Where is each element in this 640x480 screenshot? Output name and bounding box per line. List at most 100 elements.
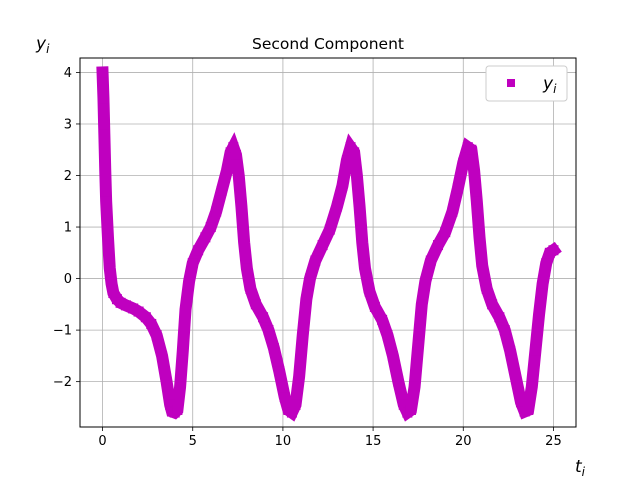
data-point [263,325,274,336]
data-point [341,155,352,166]
data-point [172,404,183,415]
data-point [499,325,510,336]
data-point [115,297,126,308]
data-point [515,397,526,408]
data-point [274,366,285,377]
data-point [364,286,375,297]
data-point [128,303,139,314]
data-point [187,258,198,269]
data-point [294,371,305,382]
data-point [98,93,109,104]
y-axis-label-main: y [35,34,47,54]
data-point [359,263,370,274]
legend-label-main: y [542,74,554,94]
data-point [205,222,216,233]
data-point [216,185,227,196]
data-point [193,245,204,256]
grid [80,58,576,427]
y-axis-ticks: −2 −1 0 1 2 3 4 [53,66,80,390]
data-point [541,258,552,269]
data-point [222,165,232,176]
data-point [236,201,247,212]
data-point [393,376,404,387]
legend-label-sub: i [553,82,557,96]
x-axis-label: ti [575,457,586,479]
data-point [286,407,297,418]
data-point [332,201,343,212]
data-point [140,312,151,323]
data-point [505,345,516,356]
data-point [440,227,451,238]
y-axis-label-sub: i [46,42,50,56]
data-point [413,340,424,351]
y-axis-label: yi [35,34,50,56]
data-point [108,288,119,299]
data-point [548,245,559,256]
data-point [357,237,368,248]
data-point [99,129,110,140]
data-point [120,300,131,311]
data-point [377,314,388,325]
chart-title: Second Component [252,35,404,53]
legend-marker [507,79,515,87]
data-point [494,312,505,323]
data-point [268,343,279,354]
x-tick-label: 0 [98,434,106,449]
data-point [510,371,521,382]
data-point [534,309,545,320]
plot-frame [79,57,577,428]
data-point [420,276,431,287]
y-tick-label: 1 [64,221,72,236]
data-point [165,399,176,410]
data-point [382,330,393,341]
data-point [200,232,211,243]
y-tick-label: −2 [53,375,72,390]
data-point [211,206,222,217]
data-point [469,165,480,176]
data-point [471,196,482,207]
data-point [241,263,252,274]
data-point [184,276,195,287]
data-point [161,376,172,387]
x-tick-label: 25 [545,434,562,449]
data-point [416,299,427,310]
data-point [474,232,485,243]
data-point [337,180,348,191]
data-point [466,144,477,155]
data-point [477,260,488,271]
data-point [133,306,144,317]
data-point [258,312,269,323]
data-point [351,170,362,181]
y-tick-label: 3 [64,117,72,132]
data-point [104,263,115,274]
x-tick-label: 15 [365,434,382,449]
data-point [405,404,416,415]
data-point [530,345,541,356]
data-point [433,240,444,251]
data-point [106,278,117,289]
data-point [100,165,111,176]
data-point [245,283,256,294]
data-point [146,318,157,329]
x-tick-label: 5 [189,434,197,449]
data-point [250,299,261,310]
data-point [523,404,534,415]
legend-box [485,65,568,102]
data-point [487,299,498,310]
data-point [301,294,312,305]
data-point [102,232,113,243]
data-point [180,304,191,315]
data-point [97,67,108,78]
data-point [425,255,436,266]
data-point [157,350,168,361]
x-axis-ticks: 0 5 10 15 20 25 [98,427,562,449]
legend-label: yi [542,74,557,96]
legend: yi [485,65,568,102]
data-point [324,224,335,235]
y-tick-label: 2 [64,169,72,184]
data-point [345,142,356,153]
data-point [387,350,398,361]
data-point [354,201,365,212]
data-point [225,147,236,158]
